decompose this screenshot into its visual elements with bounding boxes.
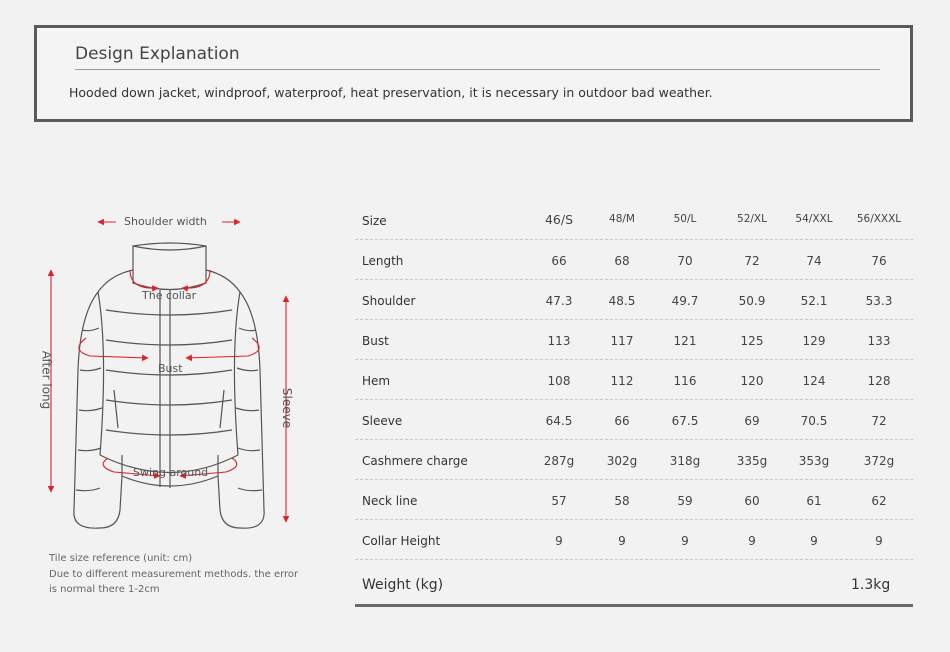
row-label: Shoulder (362, 294, 416, 308)
table-cell: 76 (871, 254, 887, 268)
design-divider (75, 69, 880, 70)
table-cell: 9 (555, 534, 563, 548)
size-header-cell: 48/M (609, 213, 635, 225)
measurement-note-line2: is normal there 1-2cm (49, 584, 160, 595)
table-cell: 318g (669, 454, 701, 468)
table-cell: 108 (547, 374, 571, 388)
table-cell: 125 (740, 334, 764, 348)
row-label: Cashmere charge (362, 454, 468, 468)
table-row: Shoulder 47.3 48.5 49.7 50.9 52.1 53.3 (355, 280, 913, 320)
table-cell: 9 (618, 534, 626, 548)
weight-row: Weight (kg) 1.3kg (355, 560, 913, 607)
weight-label: Weight (kg) (362, 577, 444, 593)
collar-label: The collar (142, 289, 197, 302)
table-cell: 59 (677, 494, 693, 508)
row-label: Hem (362, 374, 391, 388)
table-cell: 9 (875, 534, 883, 548)
table-cell: 124 (802, 374, 826, 388)
table-cell: 353g (798, 454, 830, 468)
table-cell: 60 (744, 494, 760, 508)
table-cell: 9 (748, 534, 756, 548)
sleeve-label: Sleeve (280, 387, 295, 429)
table-cell: 335g (736, 454, 768, 468)
row-label: Bust (362, 334, 389, 348)
jacket-illustration (47, 218, 290, 529)
table-cell: 66 (614, 414, 630, 428)
table-cell: 372g (863, 454, 895, 468)
size-header-cell: 56/XXXL (856, 213, 902, 225)
table-row: Collar Height 9 9 9 9 9 9 (355, 520, 913, 560)
size-reference-note: Tile size reference (unit: cm) (49, 553, 193, 564)
size-table: Size 46/S 48/M 50/L 52/XL 54/XXL 56/XXXL… (355, 200, 913, 607)
table-cell: 68 (614, 254, 630, 268)
table-cell: 69 (744, 414, 760, 428)
table-cell: 66 (551, 254, 567, 268)
table-cell: 72 (744, 254, 760, 268)
table-cell: 58 (614, 494, 630, 508)
table-cell: 70 (677, 254, 693, 268)
table-header-row: Size 46/S 48/M 50/L 52/XL 54/XXL 56/XXXL (355, 200, 913, 240)
table-row: Length 66 68 70 72 74 76 (355, 240, 913, 280)
table-cell: 120 (740, 374, 764, 388)
table-row: Neck line 57 58 59 60 61 62 (355, 480, 913, 520)
table-cell: 67.5 (671, 414, 699, 428)
after-long-label: After long (39, 350, 54, 410)
table-cell: 113 (547, 334, 571, 348)
table-row: Hem 108 112 116 120 124 128 (355, 360, 913, 400)
size-header-label: Size (362, 214, 387, 228)
size-header-cell: 54/XXL (795, 213, 833, 225)
table-cell: 62 (871, 494, 887, 508)
table-cell: 112 (610, 374, 634, 388)
table-cell: 49.7 (671, 294, 699, 308)
table-cell: 121 (673, 334, 697, 348)
size-header-cell: 50/L (673, 213, 697, 225)
row-label: Length (362, 254, 404, 268)
measurement-note-line1: Due to different measurement methods. th… (49, 569, 299, 580)
table-cell: 61 (806, 494, 822, 508)
design-description: Hooded down jacket, windproof, waterproo… (69, 85, 713, 100)
table-cell: 117 (610, 334, 634, 348)
table-cell: 133 (867, 334, 891, 348)
swing-around-label: Swing around (133, 466, 209, 479)
table-cell: 287g (543, 454, 575, 468)
table-cell: 9 (681, 534, 689, 548)
table-cell: 70.5 (800, 414, 828, 428)
table-cell: 52.1 (800, 294, 828, 308)
design-title: Design Explanation (75, 44, 240, 64)
table-cell: 74 (806, 254, 822, 268)
table-cell: 64.5 (545, 414, 573, 428)
size-header-cell: 46/S (544, 212, 574, 227)
design-explanation-box: Design Explanation Hooded down jacket, w… (34, 25, 913, 122)
table-row: Bust 113 117 121 125 129 133 (355, 320, 913, 360)
table-cell: 129 (802, 334, 826, 348)
table-row: Cashmere charge 287g 302g 318g 335g 353g 372g (355, 440, 913, 480)
table-cell: 302g (606, 454, 638, 468)
row-label: Collar Height (362, 534, 441, 548)
row-label: Neck line (362, 494, 418, 508)
table-cell: 48.5 (608, 294, 636, 308)
jacket-diagram: Shoulder width The collar Bust Swing aro… (30, 200, 320, 540)
table-cell: 57 (551, 494, 567, 508)
row-label: Sleeve (362, 414, 403, 428)
table-cell: 128 (867, 374, 891, 388)
table-row: Sleeve 64.5 66 67.5 69 70.5 72 (355, 400, 913, 440)
table-cell: 72 (871, 414, 887, 428)
table-cell: 116 (673, 374, 697, 388)
size-header-cell: 52/XL (737, 213, 767, 225)
weight-value: 1.3kg (851, 577, 891, 593)
shoulder-width-label: Shoulder width (124, 215, 207, 228)
table-cell: 9 (810, 534, 818, 548)
bust-label: Bust (158, 362, 183, 375)
table-cell: 53.3 (865, 294, 893, 308)
table-cell: 50.9 (738, 294, 766, 308)
table-cell: 47.3 (545, 294, 573, 308)
